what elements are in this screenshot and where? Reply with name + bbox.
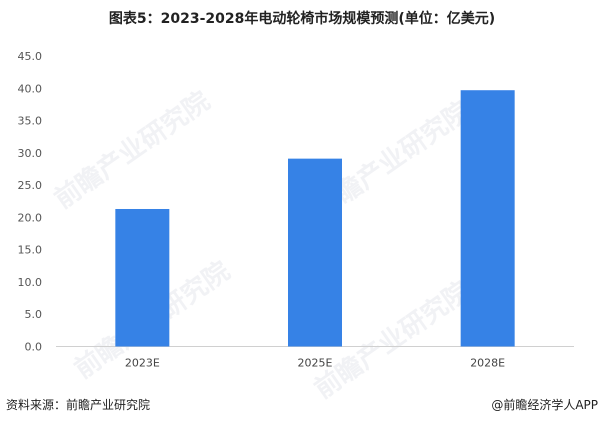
y-tick-label: 5.0 bbox=[25, 308, 43, 321]
bar-2025E bbox=[288, 158, 342, 347]
x-tick-label: 2028E bbox=[470, 357, 505, 370]
y-tick-label: 45.0 bbox=[18, 50, 43, 63]
credit-note: @前瞻经济学人APP bbox=[491, 398, 598, 412]
bar-2028E bbox=[460, 90, 515, 347]
bar-2023E bbox=[115, 208, 170, 347]
y-tick-label: 0.0 bbox=[25, 341, 43, 354]
y-tick-label: 20.0 bbox=[18, 211, 43, 224]
source-note: 资料来源：前瞻产业研究院 bbox=[6, 398, 151, 412]
y-tick-label: 25.0 bbox=[18, 179, 43, 192]
y-tick-label: 40.0 bbox=[18, 82, 43, 95]
x-tick-label: 2025E bbox=[298, 357, 333, 370]
chart-title: 图表5：2023-2028年电动轮椅市场规模预测(单位：亿美元) bbox=[108, 11, 496, 27]
y-tick-label: 15.0 bbox=[18, 244, 43, 257]
y-tick-label: 10.0 bbox=[18, 276, 43, 289]
y-tick-label: 30.0 bbox=[18, 147, 43, 160]
y-tick-label: 35.0 bbox=[18, 115, 43, 128]
x-tick-label: 2023E bbox=[125, 357, 160, 370]
